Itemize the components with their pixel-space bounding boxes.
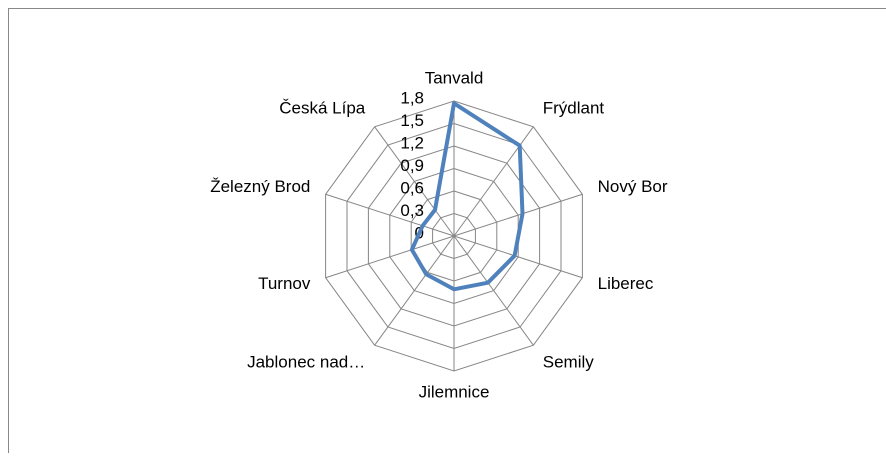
r-tick-label: 1,5 xyxy=(400,111,424,130)
r-tick-label: 1,2 xyxy=(400,133,424,152)
category-label: Liberec xyxy=(598,274,654,293)
category-label: Železný Brod xyxy=(210,177,310,196)
category-label: Tanvald xyxy=(425,68,484,87)
r-tick-label: 0,9 xyxy=(400,156,424,175)
category-label: Turnov xyxy=(258,274,311,293)
category-label: Nový Bor xyxy=(598,177,668,196)
category-label: Jilemnice xyxy=(419,382,490,401)
category-label: Frýdlant xyxy=(543,98,605,117)
category-label: Jablonec nad… xyxy=(247,353,365,372)
r-tick-label: 0,6 xyxy=(400,178,424,197)
r-tick-label: 0,3 xyxy=(400,201,424,220)
category-label: Semily xyxy=(543,353,595,372)
category-label: Česká Lípa xyxy=(279,98,366,117)
r-tick-label: 1,8 xyxy=(400,88,424,107)
